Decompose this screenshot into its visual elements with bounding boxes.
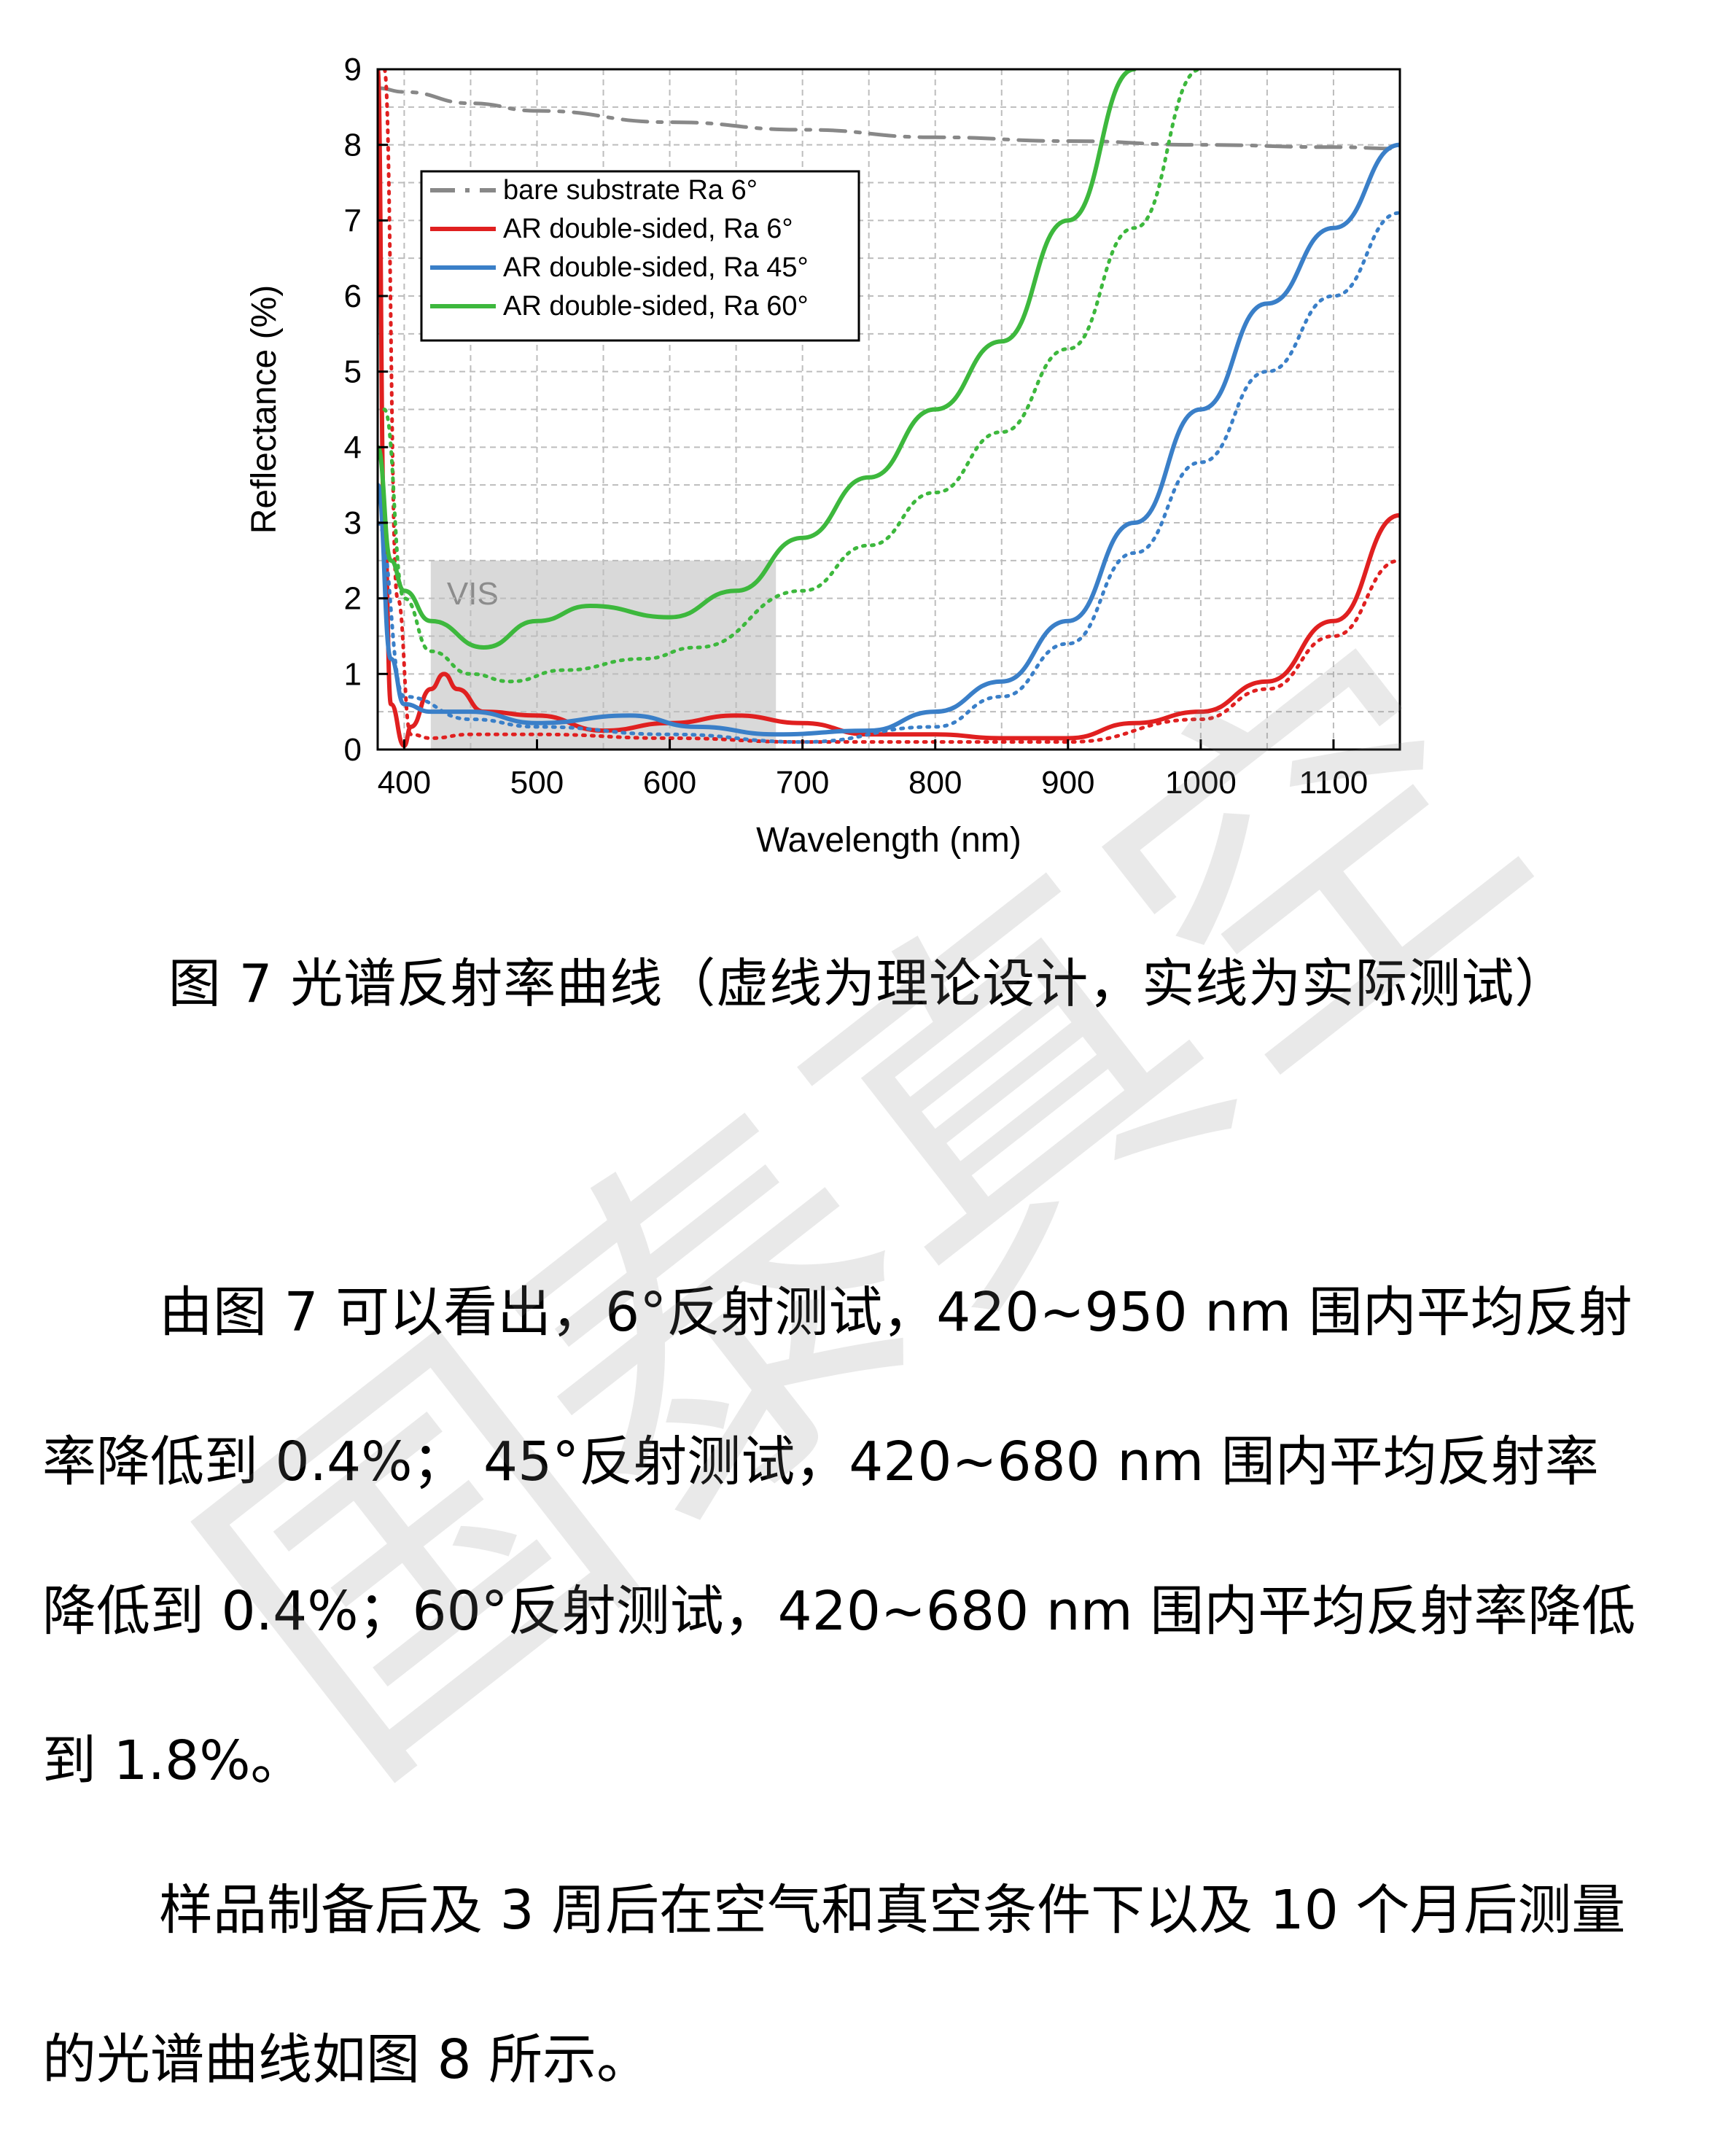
x-tick-label: 900: [1041, 765, 1094, 801]
x-tick-label: 400: [378, 765, 431, 801]
series-line-0: [378, 86, 1400, 151]
y-tick-label: 7: [344, 203, 362, 238]
x-tick-label: 500: [510, 765, 564, 801]
legend-label: AR double-sided, Ra 45°: [503, 252, 809, 283]
paragraph-2-line-2: 的光谱曲线如图 8 所示。: [42, 2028, 651, 2091]
y-tick-label: 4: [344, 429, 362, 465]
chart-svg: VIS 400 500 600 700 800 900 1000 1100 0 1 2 3 4 5 6 7 8 9 W…: [245, 52, 1401, 860]
y-tick-label: 9: [344, 52, 362, 87]
x-tick-label: 1100: [1299, 765, 1369, 801]
series-line-4: [378, 211, 1400, 744]
legend-label: AR double-sided, Ra 60°: [503, 291, 809, 322]
y-tick-label: 1: [344, 656, 362, 692]
paragraph-1-line-2: 率降低到 0.4%； 45°反射测试，420~680 nm 围内平均反射率: [42, 1430, 1599, 1493]
y-tick-label: 6: [344, 279, 362, 314]
legend-label: bare substrate Ra 6°: [503, 175, 758, 206]
x-tick-label: 1000: [1165, 765, 1237, 801]
series-line-6: [382, 69, 1203, 684]
reflectance-chart: VIS 400 500 600 700 800 900 1000 1100 0 1 2 3 4 5 6 7 8 9 W…: [0, 0, 1736, 890]
paragraph-1-line-1: 由图 7 可以看出，6°反射测试，420~950 nm 围内平均反射: [159, 1281, 1632, 1344]
y-tick-label: 5: [344, 354, 362, 390]
x-axis-label: Wavelength (nm): [756, 821, 1021, 860]
series-line-3: [378, 142, 1400, 737]
x-tick-label: 600: [643, 765, 696, 801]
y-tick-label: 3: [344, 505, 362, 541]
plot-frame: [376, 68, 1401, 751]
paragraph-1-line-3: 降低到 0.4%；60°反射测试，420~680 nm 围内平均反射率降低: [42, 1580, 1636, 1643]
legend-label: AR double-sided, Ra 6°: [503, 214, 793, 244]
x-tick-label: 700: [776, 765, 829, 801]
y-tick-label: 2: [344, 581, 362, 617]
paragraph-1-line-4: 到 1.8%。: [42, 1729, 305, 1792]
y-tick-label: 0: [344, 732, 362, 768]
y-tick-label: 8: [344, 128, 362, 163]
vis-region-label: VIS: [447, 576, 499, 612]
series-line-2: [382, 69, 1400, 744]
legend-box: [420, 170, 860, 342]
figure-caption: 图 7 光谱反射率曲线（虚线为理论设计，实线为实际测试）: [168, 953, 1568, 1014]
x-tick-label: 800: [908, 765, 962, 801]
series-line-5: [378, 69, 1137, 650]
y-axis-label: Reflectance (%): [245, 285, 284, 534]
paragraph-2-line-1: 样品制备后及 3 周后在空气和真空条件下以及 10 个月后测量: [159, 1879, 1626, 1942]
